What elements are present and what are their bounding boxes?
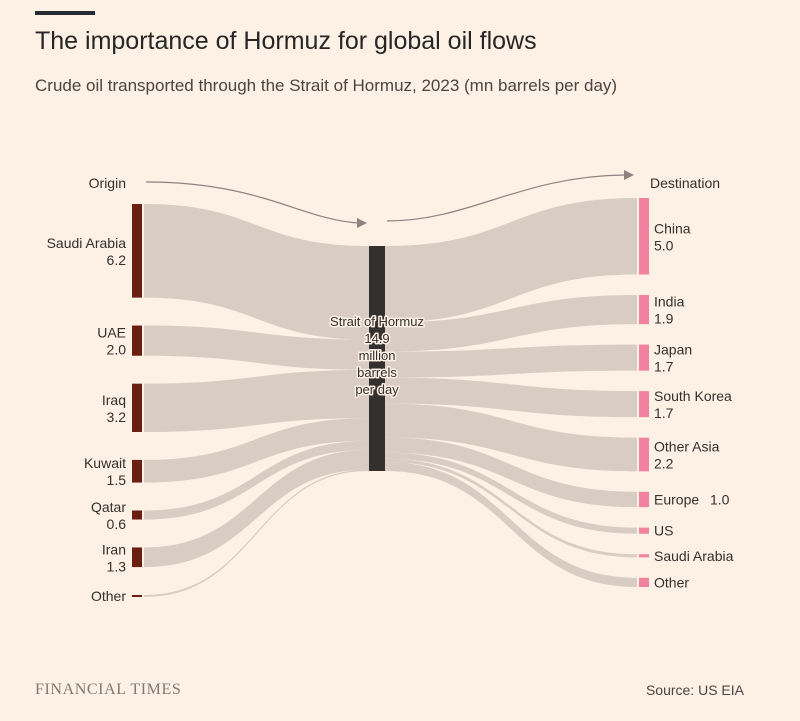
flow-destination-europe	[385, 437, 637, 508]
destination-label-china: China	[654, 220, 691, 236]
destination-label-us: US	[654, 523, 673, 539]
destination-header: Destination	[650, 175, 720, 191]
destination-node-india	[639, 295, 649, 325]
destination-node-other-asia	[639, 437, 649, 472]
flow-origin-iraq	[144, 369, 369, 432]
source-note: Source: US EIA	[645, 682, 744, 698]
destination-label-india: India	[654, 294, 685, 310]
destination-node-other	[639, 577, 649, 587]
flow-destination-japan	[385, 344, 637, 378]
origin-node-iraq	[132, 383, 142, 432]
chart-title: The importance of Hormuz for global oil …	[35, 27, 537, 55]
origin-value-iran: 1.3	[107, 558, 127, 574]
destination-node-china	[639, 198, 649, 275]
destination-arrow-head	[624, 170, 634, 180]
flow-destination-saudi-arabia	[385, 458, 637, 558]
origin-label-other: Other	[91, 588, 126, 604]
hub-label-line-1: Strait of Hormuz	[330, 314, 424, 329]
origin-label-saudi-arabia: Saudi Arabia	[47, 235, 127, 251]
origin-header: Origin	[89, 175, 126, 191]
chart-subtitle: Crude oil transported through the Strait…	[35, 76, 618, 95]
flow-destination-us	[385, 452, 637, 534]
origin-label-iraq: Iraq	[102, 392, 126, 408]
origin-value-qatar: 0.6	[107, 516, 127, 532]
destination-value-japan: 1.7	[654, 359, 674, 375]
hub-label-line-5: per day	[355, 382, 399, 397]
destination-value-other-asia: 2.2	[654, 455, 674, 471]
destination-value-europe: 1.0	[710, 491, 730, 507]
origin-label-qatar: Qatar	[91, 499, 126, 515]
hub-label-line-4: barrels	[357, 365, 397, 380]
destination-value-china: 5.0	[654, 237, 674, 253]
flow-origin-iran	[144, 449, 369, 568]
destination-label-other-asia: Other Asia	[654, 438, 720, 454]
origin-label-iran: Iran	[102, 541, 126, 557]
destination-node-europe	[639, 491, 649, 508]
flow-destination-india	[385, 295, 637, 352]
destination-label-other: Other	[654, 574, 689, 590]
destination-node-us	[639, 527, 649, 534]
destination-label-japan: Japan	[654, 342, 692, 358]
origin-arrow-line	[145, 181, 359, 224]
ft-logo: FINANCIAL TIMES	[35, 681, 182, 698]
destination-node-japan	[639, 344, 649, 371]
origin-value-iraq: 3.2	[107, 409, 127, 425]
origin-value-uae: 2.0	[107, 342, 127, 358]
destination-label-europe: Europe	[654, 491, 699, 507]
origin-label-kuwait: Kuwait	[84, 455, 126, 471]
destination-value-south-korea: 1.7	[654, 405, 674, 421]
header-accent-bar	[35, 11, 95, 15]
flow-destination-china	[385, 198, 637, 323]
flow-origin-saudi-arabia	[144, 204, 369, 340]
hub-label-line-3: million	[359, 348, 396, 363]
destination-node-south-korea	[639, 391, 649, 418]
origin-value-saudi-arabia: 6.2	[107, 252, 127, 268]
origin-node-saudi-arabia	[132, 204, 142, 298]
hub-label-line-2: 14.9	[364, 331, 389, 346]
destination-node-saudi-arabia	[639, 554, 649, 558]
destination-arrow-line	[386, 174, 626, 222]
origin-value-kuwait: 1.5	[107, 472, 127, 488]
destination-label-saudi-arabia: Saudi Arabia	[654, 548, 734, 564]
origin-node-other	[132, 595, 142, 597]
flow-destination-south-korea	[385, 377, 637, 418]
origin-arrow-head	[357, 218, 367, 228]
origin-node-iran	[132, 547, 142, 568]
origin-node-uae	[132, 325, 142, 356]
origin-node-qatar	[132, 510, 142, 520]
destination-label-south-korea: South Korea	[654, 388, 732, 404]
origin-label-uae: UAE	[97, 325, 126, 341]
flow-destination-other	[385, 461, 637, 587]
flow-origin-uae	[144, 325, 369, 370]
origin-node-kuwait	[132, 459, 142, 483]
destination-value-india: 1.9	[654, 311, 674, 327]
flow-origin-other	[144, 469, 369, 597]
hub-node-strait-of-hormuz	[369, 246, 385, 471]
flow-origin-qatar	[144, 440, 369, 520]
flow-origin-kuwait	[144, 418, 369, 483]
flow-destination-other-asia	[385, 403, 637, 472]
